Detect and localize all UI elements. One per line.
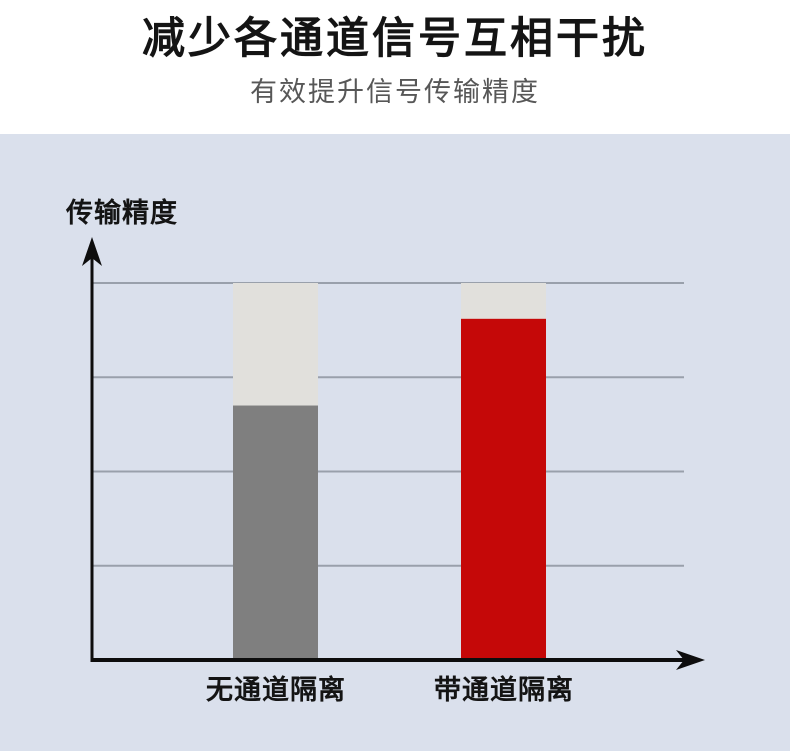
chart-panel: 传输精度 无通道隔离 带通道隔离 [0,134,790,751]
page-title: 减少各通道信号互相干扰 [142,15,648,63]
category-label-no-isolation: 无通道隔离 [206,675,346,705]
y-axis-title: 传输精度 [66,198,178,228]
header: 减少各通道信号互相干扰 有效提升信号传输精度 [0,0,790,134]
bar-value-2 [461,318,546,662]
bar-chart-canvas [82,237,705,670]
x-axis-arrow [676,650,705,670]
page-subtitle: 有效提升信号传输精度 [250,77,540,108]
bar-value-1 [233,405,318,662]
category-label-with-isolation: 带通道隔离 [434,675,574,705]
y-axis-arrow [82,237,102,266]
